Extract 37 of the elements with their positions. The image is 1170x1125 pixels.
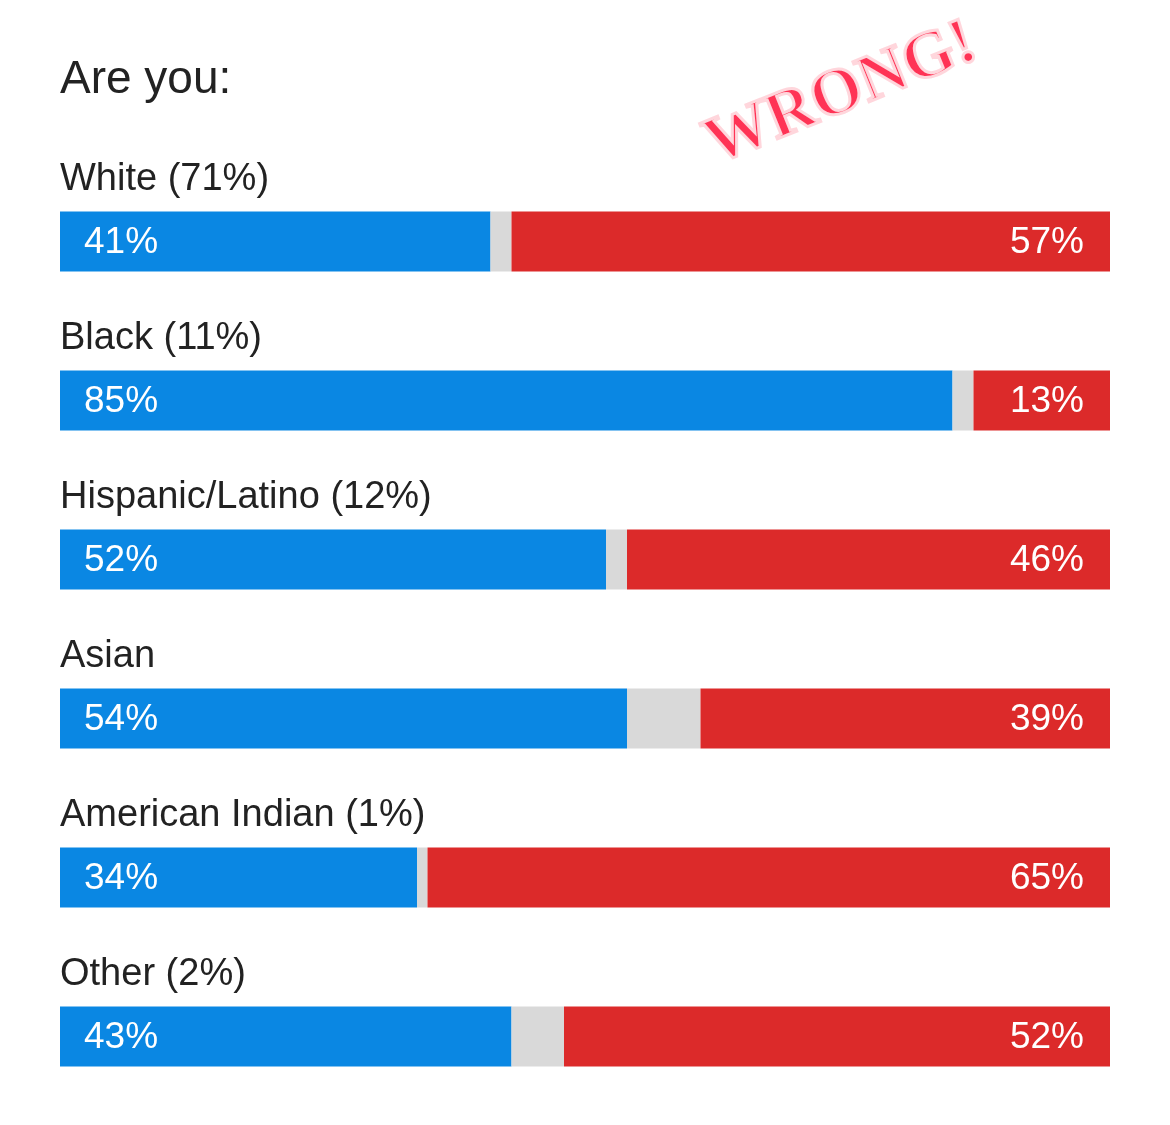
y-tick-label: White (71%)	[60, 155, 270, 198]
bar	[60, 847, 417, 908]
bar	[60, 1006, 512, 1067]
data-label: 46%	[1009, 537, 1084, 579]
data-label: 85%	[84, 378, 159, 420]
data-label: 13%	[1009, 378, 1084, 420]
bar	[490, 211, 512, 272]
bar	[700, 688, 1110, 749]
y-tick-label: Hispanic/Latino (12%)	[60, 473, 432, 516]
bar	[511, 211, 1110, 272]
bar	[60, 211, 491, 272]
y-tick-label: Other (2%)	[60, 950, 246, 993]
data-label: 41%	[84, 219, 159, 261]
data-label: 65%	[1009, 855, 1084, 897]
y-tick-label: Black (11%)	[60, 314, 263, 357]
bar	[60, 370, 953, 431]
bar	[60, 529, 606, 590]
bar	[511, 1006, 564, 1067]
data-label: 39%	[1009, 696, 1084, 738]
data-label: 43%	[84, 1014, 159, 1056]
y-tick-label: Asian	[60, 632, 156, 675]
data-label: 34%	[84, 855, 159, 897]
bar	[417, 847, 428, 908]
data-label: 57%	[1009, 219, 1084, 261]
data-label: 52%	[84, 537, 159, 579]
bar	[973, 370, 1110, 431]
data-label: 54%	[84, 696, 159, 738]
bar	[427, 847, 1110, 908]
bar	[564, 1006, 1110, 1067]
bar	[60, 688, 627, 749]
bar	[606, 529, 627, 590]
bar	[952, 370, 974, 431]
data-label: 52%	[1009, 1014, 1084, 1056]
y-tick-label: American Indian (1%)	[60, 791, 426, 834]
chart-title: Are you:	[60, 51, 232, 103]
bar	[627, 529, 1110, 590]
bar	[627, 688, 701, 749]
